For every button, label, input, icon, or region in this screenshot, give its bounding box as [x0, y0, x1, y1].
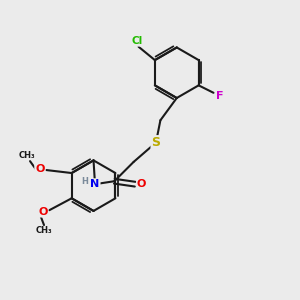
Text: O: O	[38, 207, 47, 217]
Text: Cl: Cl	[131, 36, 143, 46]
Text: F: F	[216, 91, 224, 101]
Text: O: O	[137, 179, 146, 189]
Text: O: O	[35, 164, 44, 175]
Text: S: S	[152, 136, 160, 149]
Text: CH₃: CH₃	[36, 226, 52, 236]
Text: H: H	[81, 177, 88, 186]
Text: N: N	[90, 179, 100, 189]
Text: CH₃: CH₃	[18, 151, 35, 160]
